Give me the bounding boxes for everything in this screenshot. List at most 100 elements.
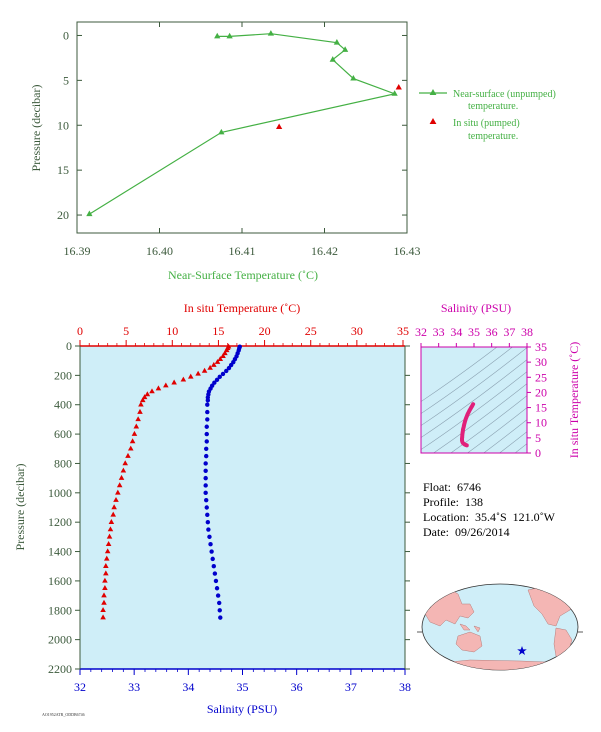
top-y-ticks: 0 5 10 15 20 — [57, 28, 407, 222]
salinity-series — [203, 344, 242, 620]
density-contour — [421, 347, 527, 426]
salinity-point — [212, 571, 218, 576]
temperature-point — [120, 467, 127, 473]
temperature-point — [138, 401, 144, 407]
sal-tick-label: 38 — [399, 680, 411, 694]
temp-tick-label: 30 — [351, 324, 363, 338]
unpumped-temperature-point — [350, 74, 357, 81]
salinity-point — [205, 519, 211, 525]
pressure-tick-label: 1600 — [48, 574, 72, 588]
temperature-point — [127, 445, 134, 451]
unpumped-temperature-point — [218, 128, 225, 135]
temperature-point — [131, 430, 138, 436]
ts-sal-tick-label: 38 — [521, 325, 533, 339]
land-indonesia — [459, 623, 481, 633]
salinity-point — [209, 549, 214, 554]
temperature-point — [141, 394, 148, 400]
salinity-point — [204, 505, 209, 510]
temperature-point — [110, 511, 117, 517]
temp-tick-label: 25 — [305, 324, 317, 338]
ts-sal-tick-label: 36 — [486, 325, 498, 339]
legend-pumped-label-2: temperature. — [468, 131, 518, 142]
pressure-tick-label: 2200 — [48, 662, 72, 676]
ts-temp-tick-label: 5 — [535, 431, 541, 445]
temperature-point — [115, 489, 121, 495]
ts-sal-tick-label: 34 — [450, 325, 462, 339]
temperature-point — [144, 391, 151, 397]
temperature-ticks: 0 5 10 15 20 25 30 35 — [77, 324, 409, 346]
legend-pumped-label-1: In situ (pumped) — [453, 118, 520, 129]
temperature-point — [129, 438, 136, 444]
pressure-tick-label: 800 — [54, 456, 72, 470]
density-contour — [421, 347, 498, 402]
unpumped-temperature-point — [341, 46, 349, 52]
temperature-point — [118, 474, 125, 480]
temperature-point — [113, 496, 119, 502]
temperature-point — [103, 563, 109, 568]
profile-chart: 0 5 10 15 20 25 30 35 32 33 34 35 36 37 38 0 200 400 600… — [13, 301, 411, 716]
salinity-point — [205, 512, 210, 518]
salinity-point — [203, 468, 208, 473]
salinity-point — [203, 461, 208, 466]
temperature-point — [107, 526, 114, 532]
temperature-point — [171, 379, 177, 385]
salinity-point — [204, 431, 209, 437]
density-contour — [421, 347, 513, 414]
legend-unpumped-label-2: temperature. — [468, 101, 518, 112]
density-contour — [450, 395, 527, 453]
ts-temp-tick-label: 25 — [535, 370, 547, 384]
pumped-temperature-point — [395, 83, 402, 90]
salinity-point — [218, 615, 223, 620]
salinity-point — [205, 398, 211, 403]
top-x-axis-label: Near-Surface Temperature (˚C) — [168, 268, 318, 282]
main-bottom-label: Salinity (PSU) — [207, 702, 277, 716]
salinity-point — [204, 439, 209, 444]
unpumped-temperature-point — [86, 210, 93, 217]
temperature-point — [217, 356, 224, 361]
salinity-point — [217, 608, 222, 613]
ts-temp-tick-label: 30 — [535, 355, 547, 369]
temperature-point — [103, 555, 110, 561]
temperature-point — [102, 585, 108, 591]
temperature-point — [211, 361, 217, 367]
temperature-point — [100, 607, 106, 613]
salinity-point — [205, 402, 210, 407]
salinity-point — [211, 564, 216, 569]
density-contours — [421, 347, 527, 453]
top-x-tick-label: 16.39 — [64, 244, 91, 258]
unpumped-temperature-point — [214, 32, 221, 39]
temperature-point — [180, 376, 187, 382]
main-top-label: In situ Temperature (˚C) — [184, 301, 301, 315]
salinity-point — [217, 374, 222, 380]
density-contour — [421, 371, 527, 450]
salinity-point — [220, 371, 226, 377]
temperature-point — [155, 385, 162, 391]
top-y-tick-label: 10 — [57, 118, 69, 132]
legend-unpumped-marker — [429, 89, 437, 95]
sal-tick-label: 35 — [237, 680, 249, 694]
pressure-tick-label: 1000 — [48, 486, 72, 500]
temperature-point — [108, 518, 115, 524]
temperature-point — [223, 347, 230, 353]
pressure-tick-label: 400 — [54, 398, 72, 412]
legend-pumped-marker — [429, 118, 437, 124]
temperature-point — [106, 533, 113, 539]
temperature-point — [149, 388, 155, 394]
salinity-ticks: 32 33 34 35 36 37 38 — [74, 669, 411, 694]
unpumped-temperature-point — [333, 39, 341, 45]
ts-salinity-ticks: 32 33 34 35 36 37 38 — [415, 325, 533, 347]
top-x-ticks: 16.39 16.40 16.41 16.42 16.43 — [64, 22, 421, 258]
temperature-point — [101, 599, 107, 605]
near-surface-chart: 16.39 16.40 16.41 16.42 16.43 0 5 10 15 20 Near-… — [29, 21, 556, 282]
profile-number: Profile: 138 — [423, 495, 483, 509]
temperature-point — [207, 364, 213, 370]
pressure-ticks: 0 200 400 600 800 1000 1200 1400 1600 1800 2000 220… — [48, 339, 410, 676]
temp-tick-label: 0 — [77, 324, 83, 338]
salinity-point — [224, 368, 229, 374]
salinity-point — [214, 586, 220, 591]
sal-tick-label: 34 — [182, 680, 194, 694]
salinity-point — [205, 409, 210, 415]
pumped-temperature-point — [275, 123, 283, 130]
footer-id: AO1952ATR_ODDB6746 — [42, 712, 85, 717]
